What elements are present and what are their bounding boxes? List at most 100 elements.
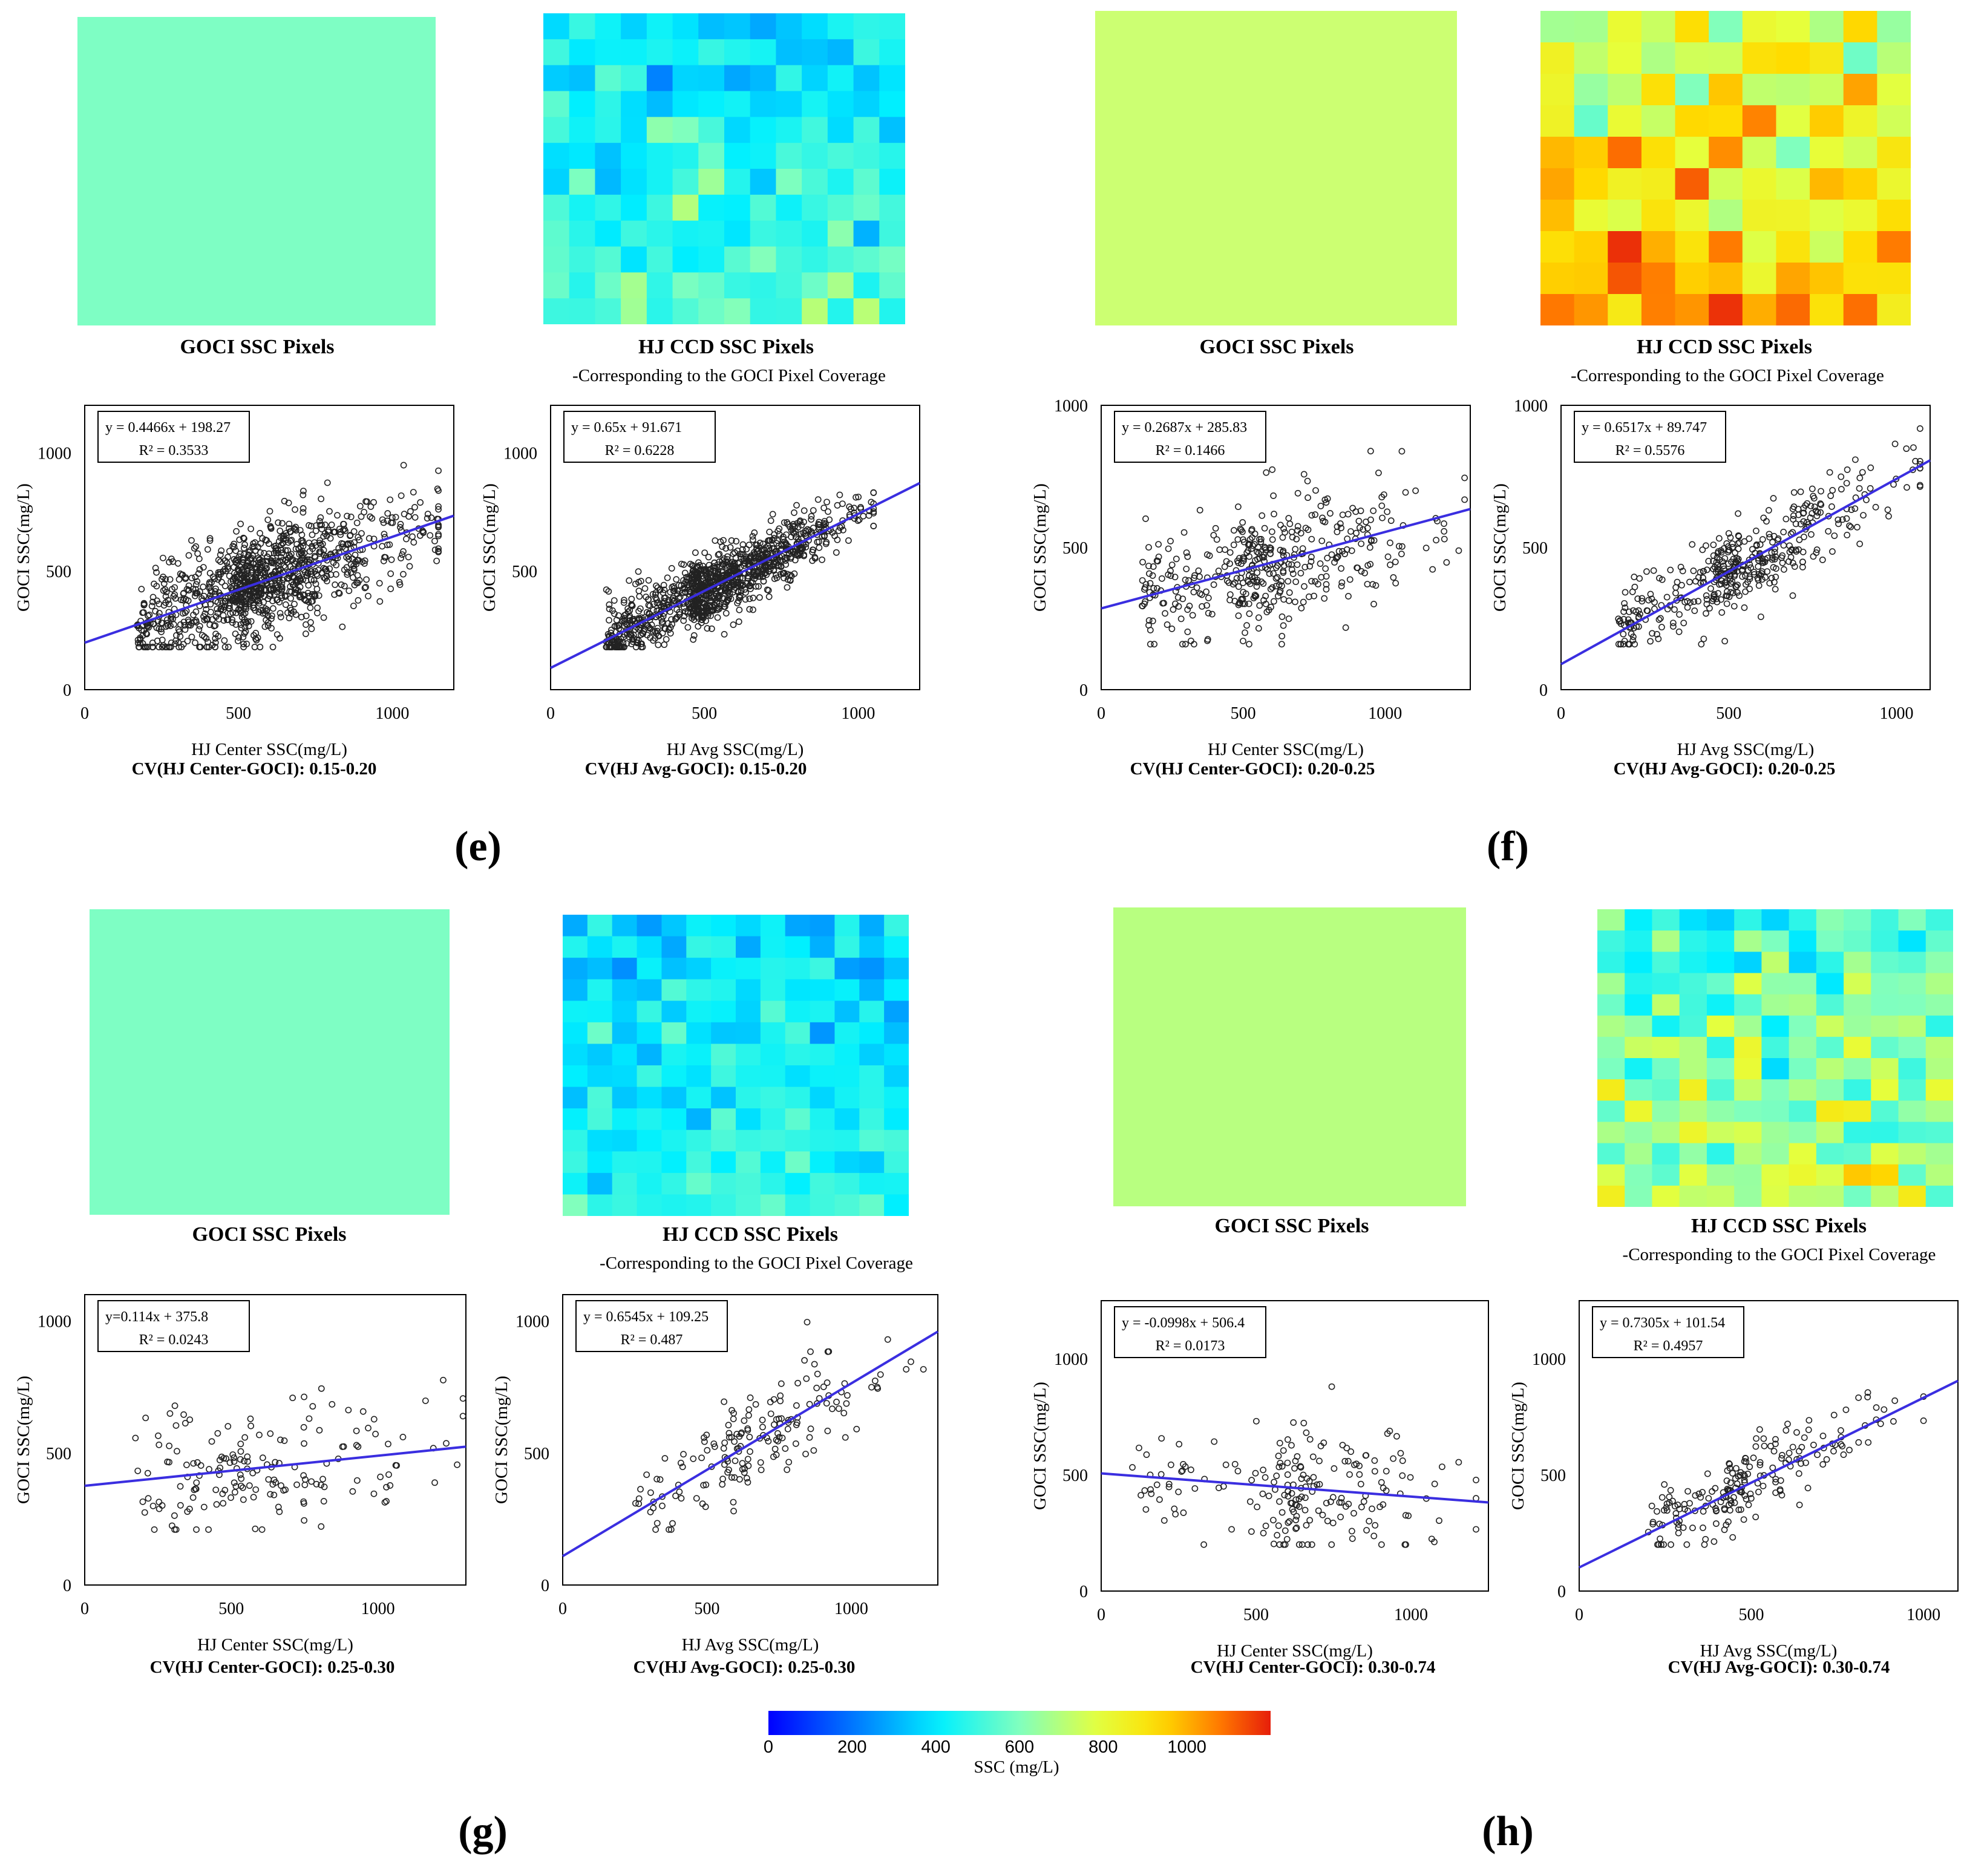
heat-cell	[1789, 952, 1817, 974]
data-point	[684, 624, 692, 631]
data-point	[652, 594, 659, 601]
data-point	[610, 597, 618, 604]
heat-cell	[884, 1065, 909, 1088]
data-point	[397, 524, 404, 531]
data-point	[267, 586, 274, 593]
data-point	[1827, 492, 1835, 499]
heat-cell	[686, 1087, 712, 1109]
heat-cell	[1706, 909, 1735, 931]
data-point	[256, 600, 263, 607]
data-point	[263, 616, 269, 624]
data-point	[1818, 488, 1824, 495]
data-point	[746, 595, 753, 603]
data-point	[811, 1361, 818, 1368]
y-tick-label: 500	[1540, 1466, 1566, 1485]
data-point	[1255, 614, 1262, 621]
data-point	[417, 499, 424, 506]
data-point	[277, 635, 283, 642]
heat-cell	[612, 1044, 638, 1066]
heat-cell	[750, 117, 777, 143]
heat-cell	[1844, 930, 1871, 952]
data-point	[1322, 565, 1329, 572]
heat-cell	[686, 1108, 712, 1131]
data-point	[1746, 1463, 1753, 1471]
data-point	[637, 578, 644, 584]
heat-cell	[802, 220, 828, 247]
data-point	[168, 613, 175, 621]
heat-cell	[686, 1172, 712, 1195]
cv-avg-g: CV(HJ Avg-GOCI): 0.25-0.30	[633, 1658, 856, 1677]
heat-cell	[724, 117, 751, 143]
data-point	[1248, 1477, 1255, 1484]
heat-cell	[879, 13, 905, 40]
heat-cell	[612, 915, 638, 937]
heat-cell	[760, 1022, 786, 1045]
heat-cell	[736, 1022, 761, 1045]
data-point	[1308, 512, 1315, 519]
heat-cell	[879, 143, 905, 169]
data-point	[1712, 1505, 1719, 1512]
data-point	[659, 1493, 666, 1500]
heat-cell	[736, 979, 761, 1001]
heat-cell	[1679, 1143, 1707, 1165]
data-point	[443, 1440, 450, 1447]
data-point	[690, 601, 698, 609]
heat-cell	[672, 272, 699, 299]
data-point	[1691, 607, 1698, 614]
data-point	[695, 574, 701, 581]
data-point	[205, 1526, 212, 1533]
heat-cell	[1742, 168, 1777, 200]
data-point	[730, 582, 738, 589]
data-point	[302, 630, 309, 638]
heat-cell	[1898, 1100, 1926, 1123]
goci-title-g: GOCI SSC Pixels	[192, 1223, 347, 1246]
data-point	[854, 517, 862, 525]
data-point	[181, 622, 188, 629]
heat-cell	[1810, 74, 1844, 106]
data-point	[185, 582, 192, 589]
data-point	[1910, 466, 1916, 473]
data-point	[1269, 536, 1276, 543]
data-point	[1246, 641, 1252, 648]
regression-equation: y = 0.4466x + 198.27	[105, 420, 231, 436]
data-point	[1277, 521, 1284, 529]
data-point	[1239, 519, 1246, 526]
data-point	[1392, 580, 1399, 587]
data-point	[231, 1479, 238, 1486]
data-point	[1275, 1463, 1283, 1471]
data-point	[218, 1453, 225, 1460]
heat-cell	[776, 91, 802, 117]
data-point	[1369, 581, 1376, 588]
heat-cell	[760, 1108, 786, 1131]
heat-cell	[646, 194, 673, 221]
data-point	[1276, 1498, 1283, 1505]
data-point	[1657, 1535, 1663, 1543]
heat-cell	[698, 13, 725, 40]
heat-cell	[1871, 1185, 1899, 1207]
data-point	[1266, 570, 1273, 577]
data-point	[324, 479, 331, 486]
data-point	[365, 1425, 372, 1431]
heat-cell	[686, 1044, 712, 1066]
data-point	[291, 601, 298, 607]
data-point	[246, 592, 254, 600]
data-point	[320, 614, 327, 621]
heat-cell	[637, 1087, 663, 1109]
data-point	[672, 1492, 679, 1500]
data-point	[320, 546, 327, 554]
data-point	[739, 541, 747, 548]
data-point	[435, 547, 442, 555]
data-point	[1289, 570, 1297, 577]
heat-cell	[1789, 994, 1817, 1016]
heat-cell	[1925, 909, 1953, 931]
heat-cell	[785, 1044, 811, 1066]
data-point	[1675, 1521, 1682, 1528]
heat-cell	[736, 1001, 761, 1023]
heat-cell	[1625, 994, 1653, 1016]
data-point	[338, 581, 345, 588]
data-point	[149, 639, 156, 647]
data-point	[1769, 556, 1776, 563]
heat-cell	[1789, 1122, 1817, 1144]
heat-cell	[1652, 1185, 1680, 1207]
data-point	[1370, 601, 1377, 607]
